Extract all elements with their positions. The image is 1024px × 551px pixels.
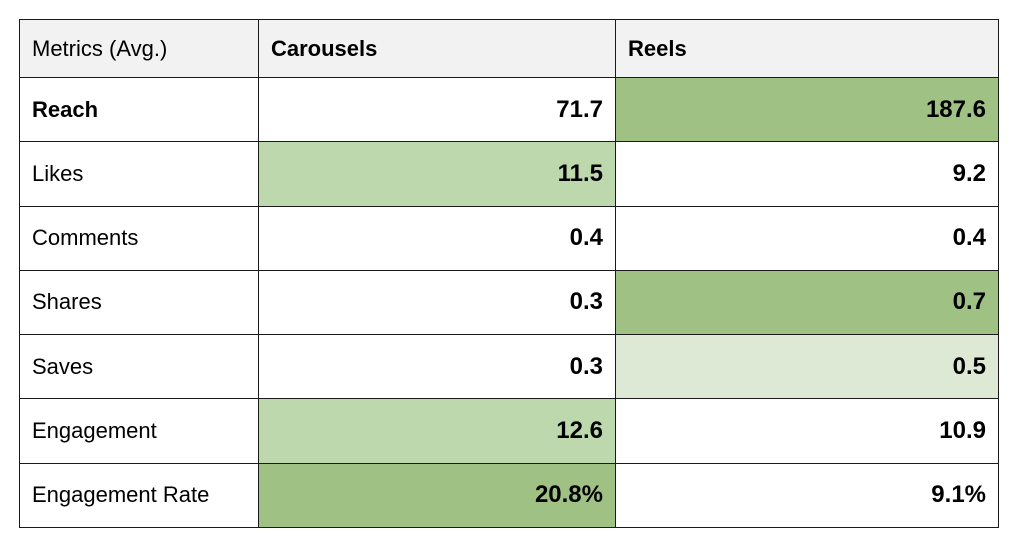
header-metrics: Metrics (Avg.) — [19, 19, 259, 78]
reels-value: 187.6 — [615, 76, 999, 143]
reels-value: 9.2 — [615, 141, 999, 207]
metric-label: Comments — [19, 205, 259, 271]
reels-value: 10.9 — [615, 398, 999, 464]
carousels-value: 0.3 — [258, 269, 616, 336]
carousels-value: 0.4 — [258, 205, 616, 271]
header-carousels: Carousels — [258, 19, 616, 78]
header-row: Metrics (Avg.) Carousels Reels — [19, 19, 999, 78]
reels-value: 0.5 — [615, 334, 999, 400]
metric-label: Reach — [19, 76, 259, 143]
metric-label: Shares — [19, 269, 259, 336]
reels-value: 9.1% — [615, 462, 999, 529]
table-row: Shares 0.3 0.7 — [19, 269, 999, 336]
table-row: Comments 0.4 0.4 — [19, 205, 999, 271]
comparison-table-container: Metrics (Avg.) Carousels Reels Reach 71.… — [19, 19, 999, 529]
carousels-value: 71.7 — [258, 76, 616, 143]
table-row: Engagement Rate 20.8% 9.1% — [19, 462, 999, 529]
table-row: Likes 11.5 9.2 — [19, 141, 999, 207]
metric-label: Likes — [19, 141, 259, 207]
carousels-value: 20.8% — [258, 462, 616, 529]
table-row: Reach 71.7 187.6 — [19, 76, 999, 143]
reels-value: 0.7 — [615, 269, 999, 336]
metric-label: Engagement Rate — [19, 462, 259, 529]
carousels-value: 11.5 — [258, 141, 616, 207]
metric-label: Saves — [19, 334, 259, 400]
metric-label: Engagement — [19, 398, 259, 464]
header-reels: Reels — [615, 19, 999, 78]
reels-value: 0.4 — [615, 205, 999, 271]
carousels-value: 12.6 — [258, 398, 616, 464]
table-row: Saves 0.3 0.5 — [19, 334, 999, 400]
metrics-comparison-table: Metrics (Avg.) Carousels Reels Reach 71.… — [19, 19, 999, 529]
carousels-value: 0.3 — [258, 334, 616, 400]
table-row: Engagement 12.6 10.9 — [19, 398, 999, 464]
